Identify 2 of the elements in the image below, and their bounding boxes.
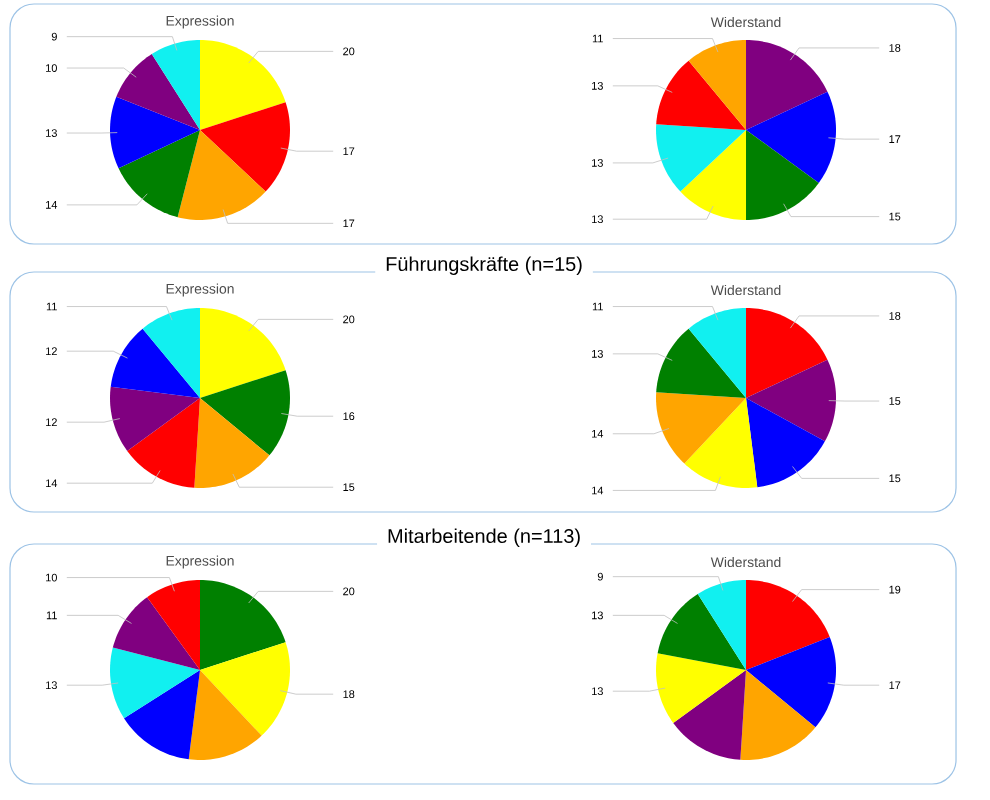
text: Führungskräfte (n=15) <box>386 256 582 275</box>
text: Mitarbeitende (n=113) <box>388 528 580 547</box>
